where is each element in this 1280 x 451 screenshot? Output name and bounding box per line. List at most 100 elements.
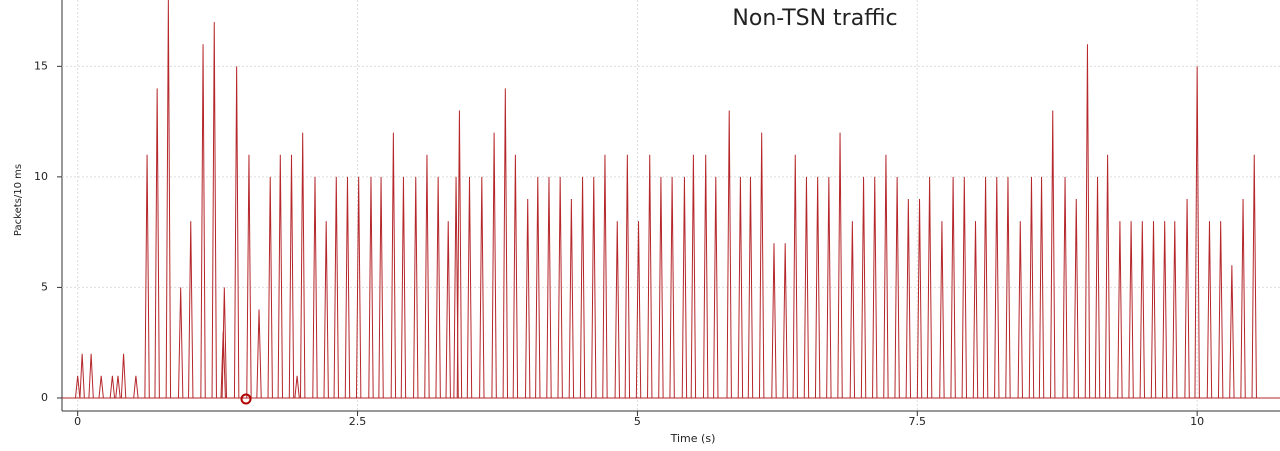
spike [681,176,688,398]
spike [188,221,194,398]
spike [568,198,575,398]
spike [1117,221,1123,398]
spike [1240,198,1246,398]
spike [546,176,552,398]
spike [658,176,664,398]
spike [456,110,463,398]
y-tick-label: 10 [34,170,48,183]
spike [803,176,810,398]
spike [466,176,473,398]
spike [277,154,283,398]
spike [690,154,697,398]
spike [378,176,384,398]
spike [894,176,900,398]
spike [74,375,81,399]
spike [1206,221,1213,398]
spike [1038,176,1045,398]
spike [747,176,754,398]
spike [1251,154,1257,398]
spike [115,375,121,399]
spike [814,176,821,398]
spike [267,176,273,398]
spike [1150,221,1157,398]
spike [88,353,94,398]
spike [333,176,339,398]
y-tick-label: 15 [34,59,48,72]
spike [525,198,531,398]
spike [1062,176,1068,398]
spike [1229,265,1235,398]
spike [1161,221,1168,398]
spike [994,176,1000,398]
spike [826,176,832,398]
spike [602,154,608,398]
spike [109,375,116,399]
spike [1194,66,1200,398]
spike [860,176,867,398]
spike [771,243,777,398]
spike [926,176,933,398]
spike [737,176,744,398]
spike [872,176,878,398]
spike [905,198,912,398]
spike [233,66,240,398]
spike [133,375,139,399]
spike [312,176,318,398]
spike [491,132,497,398]
spike [713,176,719,398]
spike [1217,221,1224,398]
spike [200,44,206,398]
spike [288,154,295,398]
spike [849,221,856,398]
spike [400,176,407,398]
spike [502,88,509,398]
chart-title: Non-TSN traffic [732,6,897,31]
spike [323,221,329,398]
spike [1094,176,1101,398]
spike [614,221,620,398]
y-tick-label: 5 [41,280,48,293]
spike [177,287,184,398]
spike [211,22,217,398]
spike [535,176,541,398]
spike [579,176,586,398]
spike [1050,110,1056,398]
spike [445,221,451,398]
spike [961,176,968,398]
spike [916,198,923,398]
spike [221,287,228,398]
spike [79,353,85,398]
spike [1172,221,1178,398]
plot [62,0,1280,411]
spike [591,176,597,398]
spike [792,154,798,398]
spike [1028,176,1035,398]
spike [368,176,374,398]
spike [144,154,150,398]
spike [120,353,127,398]
y-tick-label: 0 [41,391,48,404]
x-tick-label: 0 [74,415,81,428]
spike [1073,198,1079,398]
spike [939,221,945,398]
spike [669,176,675,398]
spike [758,132,765,398]
spike [635,221,642,398]
x-tick-label: 2.5 [349,415,367,428]
spike [982,176,989,398]
spike [98,375,104,399]
spike [1184,198,1190,398]
spike [1104,154,1111,398]
x-tick-label: 5 [634,415,641,428]
spike [299,132,306,398]
spike [154,88,160,398]
x-tick-label: 7.5 [909,415,927,428]
spike [1128,221,1134,398]
spike [256,309,262,398]
spike [950,176,956,398]
spike [1084,44,1091,398]
spike [1139,221,1146,398]
spike [1017,221,1023,398]
spike [703,154,709,398]
